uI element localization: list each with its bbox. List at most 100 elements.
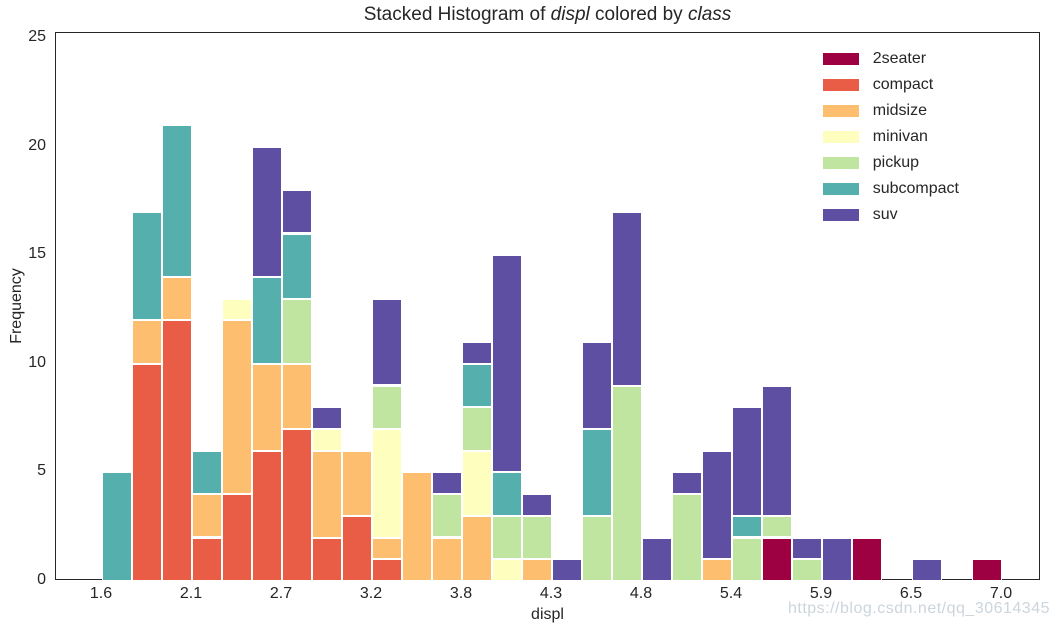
y-tick-5: 5: [37, 462, 46, 480]
legend-item-minivan: minivan: [822, 124, 959, 150]
bar-segment-midsize: [522, 559, 552, 581]
legend-swatch-suv: [822, 209, 859, 221]
bar-segment-2seater: [972, 559, 1002, 581]
bar-segment-minivan: [312, 429, 342, 451]
x-tick-5.9: 5.9: [809, 585, 833, 602]
bar-segment-suv: [282, 190, 312, 234]
bar-segment-midsize: [432, 537, 462, 581]
x-tick-4.3: 4.3: [539, 585, 563, 602]
bar-segment-midsize: [462, 515, 492, 581]
bar-segment-suv: [792, 537, 822, 560]
watermark-text: https://blog.csdn.net/qq_30614345: [787, 600, 1050, 617]
chart-title: Stacked Histogram of displ colored by cl…: [55, 4, 1040, 26]
legend-label-2seater: 2seater: [872, 50, 927, 67]
bar-segment-pickup: [372, 385, 402, 429]
legend-swatch-midsize: [822, 105, 859, 117]
bar-segment-pickup: [522, 515, 552, 560]
x-tick-2.1: 2.1: [179, 585, 203, 602]
bar-segment-compact: [372, 559, 402, 581]
bar-segment-suv: [702, 450, 732, 560]
legend-swatch-compact: [822, 79, 859, 91]
bar-segment-midsize: [132, 320, 162, 364]
bar-segment-pickup: [612, 385, 642, 581]
legend-item-suv: suv: [822, 202, 959, 228]
bar-segment-suv: [372, 298, 402, 386]
bar-segment-midsize: [252, 363, 282, 451]
y-tick-20: 20: [28, 136, 46, 154]
legend-swatch-pickup: [822, 157, 859, 169]
bar-segment-pickup: [762, 515, 792, 538]
legend: 2seater compact midsize minivan pickup subcom…: [822, 46, 959, 228]
y-tick-15: 15: [28, 245, 46, 263]
bar-segment-minivan: [492, 559, 522, 581]
bar-segment-pickup: [732, 537, 762, 581]
bar-segment-suv: [612, 211, 642, 386]
bar-segment-minivan: [372, 429, 402, 538]
bar-segment-subcompact: [582, 429, 612, 516]
legend-item-midsize: midsize: [822, 98, 959, 124]
legend-swatch-minivan: [822, 131, 859, 143]
bar-segment-midsize: [282, 363, 312, 429]
y-axis-label: Frequency: [8, 268, 25, 344]
bar-segment-pickup: [492, 515, 522, 560]
bar-segment-midsize: [192, 494, 222, 538]
bar-segment-suv: [642, 537, 672, 581]
bar-segment-suv: [552, 559, 582, 581]
x-tick-4.8: 4.8: [629, 585, 653, 602]
y-tick-10: 10: [28, 353, 46, 371]
bar-segment-compact: [222, 494, 252, 581]
bar-segment-pickup: [792, 559, 822, 581]
x-tick-6.5: 6.5: [899, 585, 923, 602]
bar-segment-minivan: [462, 450, 492, 516]
bar-segment-suv: [492, 255, 522, 473]
bar-segment-pickup: [282, 298, 312, 364]
bar-segment-midsize: [402, 472, 432, 581]
bar-segment-suv: [432, 472, 462, 495]
legend-item-compact: compact: [822, 72, 959, 98]
legend-label-pickup: pickup: [872, 154, 919, 171]
bar-segment-suv: [522, 494, 552, 516]
bar-segment-pickup: [462, 407, 492, 451]
y-tick-0: 0: [37, 571, 46, 588]
bar-segment-suv: [762, 385, 792, 516]
title-prefix: Stacked Histogram of: [363, 4, 551, 25]
bar-segment-compact: [252, 450, 282, 581]
legend-label-minivan: minivan: [872, 128, 928, 145]
bar-segment-midsize: [222, 320, 252, 495]
bar-segment-suv: [312, 407, 342, 429]
bar-segment-compact: [342, 515, 372, 581]
bar-segment-compact: [312, 537, 342, 581]
bar-segment-pickup: [582, 515, 612, 581]
bar-segment-suv: [822, 537, 852, 581]
legend-label-midsize: midsize: [872, 102, 927, 119]
title-middle: colored by: [589, 4, 688, 25]
x-tick-2.7: 2.7: [269, 585, 293, 602]
legend-label-suv: suv: [872, 206, 898, 223]
bar-segment-midsize: [372, 537, 402, 560]
bar-segment-midsize: [702, 559, 732, 581]
bar-segment-minivan: [222, 298, 252, 321]
bar-segment-2seater: [852, 537, 882, 581]
bar-segment-compact: [132, 363, 162, 581]
bar-segment-pickup: [432, 494, 462, 538]
bar-segment-subcompact: [252, 276, 282, 364]
bar-segment-subcompact: [282, 233, 312, 299]
bar-segment-suv: [462, 342, 492, 364]
legend-item-2seater: 2seater: [822, 46, 959, 72]
bar-segment-midsize: [162, 276, 192, 321]
x-axis-label: displ: [531, 606, 564, 623]
x-tick-7.0: 7.0: [989, 585, 1013, 602]
bar-segment-suv: [252, 146, 282, 277]
bar-segment-subcompact: [732, 515, 762, 538]
bar-segment-suv: [672, 472, 702, 495]
bar-segment-suv: [732, 407, 762, 516]
bar-segment-pickup: [672, 494, 702, 581]
x-tick-3.8: 3.8: [449, 585, 473, 602]
bar-segment-subcompact: [192, 450, 222, 495]
bar-segment-compact: [192, 537, 222, 581]
bar-segment-compact: [162, 320, 192, 581]
bar-segment-subcompact: [102, 472, 132, 581]
x-tick-1.6: 1.6: [89, 585, 113, 602]
legend-item-pickup: pickup: [822, 150, 959, 176]
